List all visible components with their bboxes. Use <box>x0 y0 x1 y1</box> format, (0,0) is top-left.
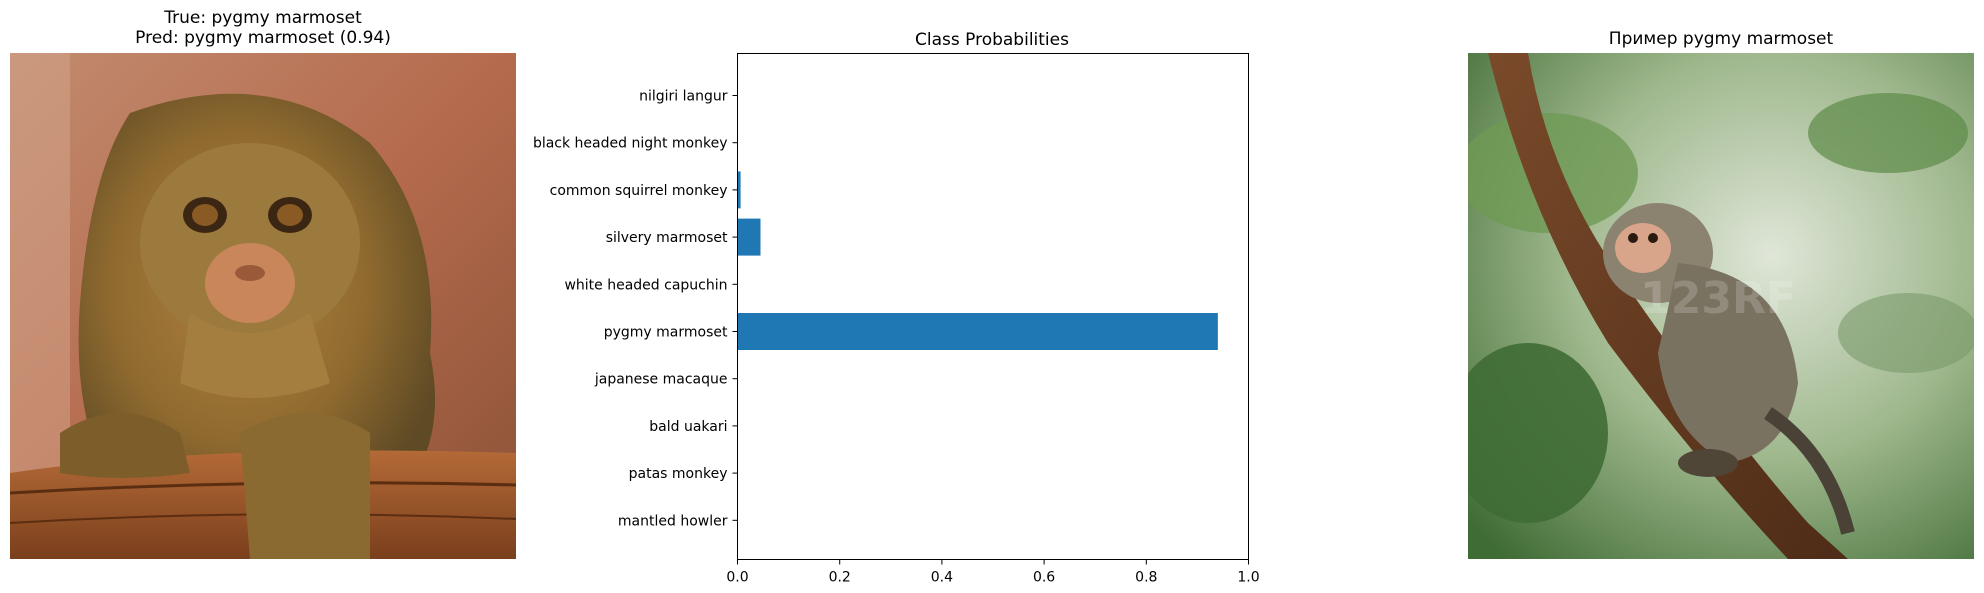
pred-label: Pred: pygmy marmoset (0.94) <box>135 28 391 48</box>
x-tick-label: 0.4 <box>931 570 953 586</box>
x-tick-label: 0.2 <box>829 570 851 586</box>
right-panel-title: Пример pygmy marmoset <box>1608 29 1834 49</box>
y-tick-label: common squirrel monkey <box>550 183 728 199</box>
x-tick-label: 0.0 <box>726 570 748 586</box>
y-tick-label: mantled howler <box>618 513 728 529</box>
y-tick-label: bald uakari <box>649 419 727 435</box>
x-tick-label: 1.0 <box>1237 570 1259 586</box>
x-tick-label: 0.8 <box>1135 570 1157 586</box>
bar-pygmy-marmoset <box>737 313 1218 350</box>
chart-title: Class Probabilities <box>915 30 1069 50</box>
y-tick-label: white headed capuchin <box>564 277 727 293</box>
plot-frame <box>737 53 1249 560</box>
left-panel-title: True: pygmy marmoset Pred: pygmy marmose… <box>10 8 516 48</box>
bar-common-squirrel-monkey <box>737 171 741 209</box>
y-tick-label: nilgiri langur <box>639 89 728 105</box>
query-image <box>10 53 516 559</box>
y-tick-label: japanese macaque <box>594 372 728 388</box>
y-tick-label: patas monkey <box>629 466 728 482</box>
y-tick-label: pygmy marmoset <box>604 325 728 341</box>
example-image: 123RF <box>1468 53 1974 559</box>
bar-silvery-marmoset <box>737 218 761 256</box>
y-tick-label: silvery marmoset <box>606 230 728 246</box>
true-label: True: pygmy marmoset <box>164 8 362 28</box>
svg-text:123RF: 123RF <box>1640 273 1796 324</box>
y-tick-label: black headed night monkey <box>533 136 728 152</box>
x-tick-label: 0.6 <box>1033 570 1055 586</box>
